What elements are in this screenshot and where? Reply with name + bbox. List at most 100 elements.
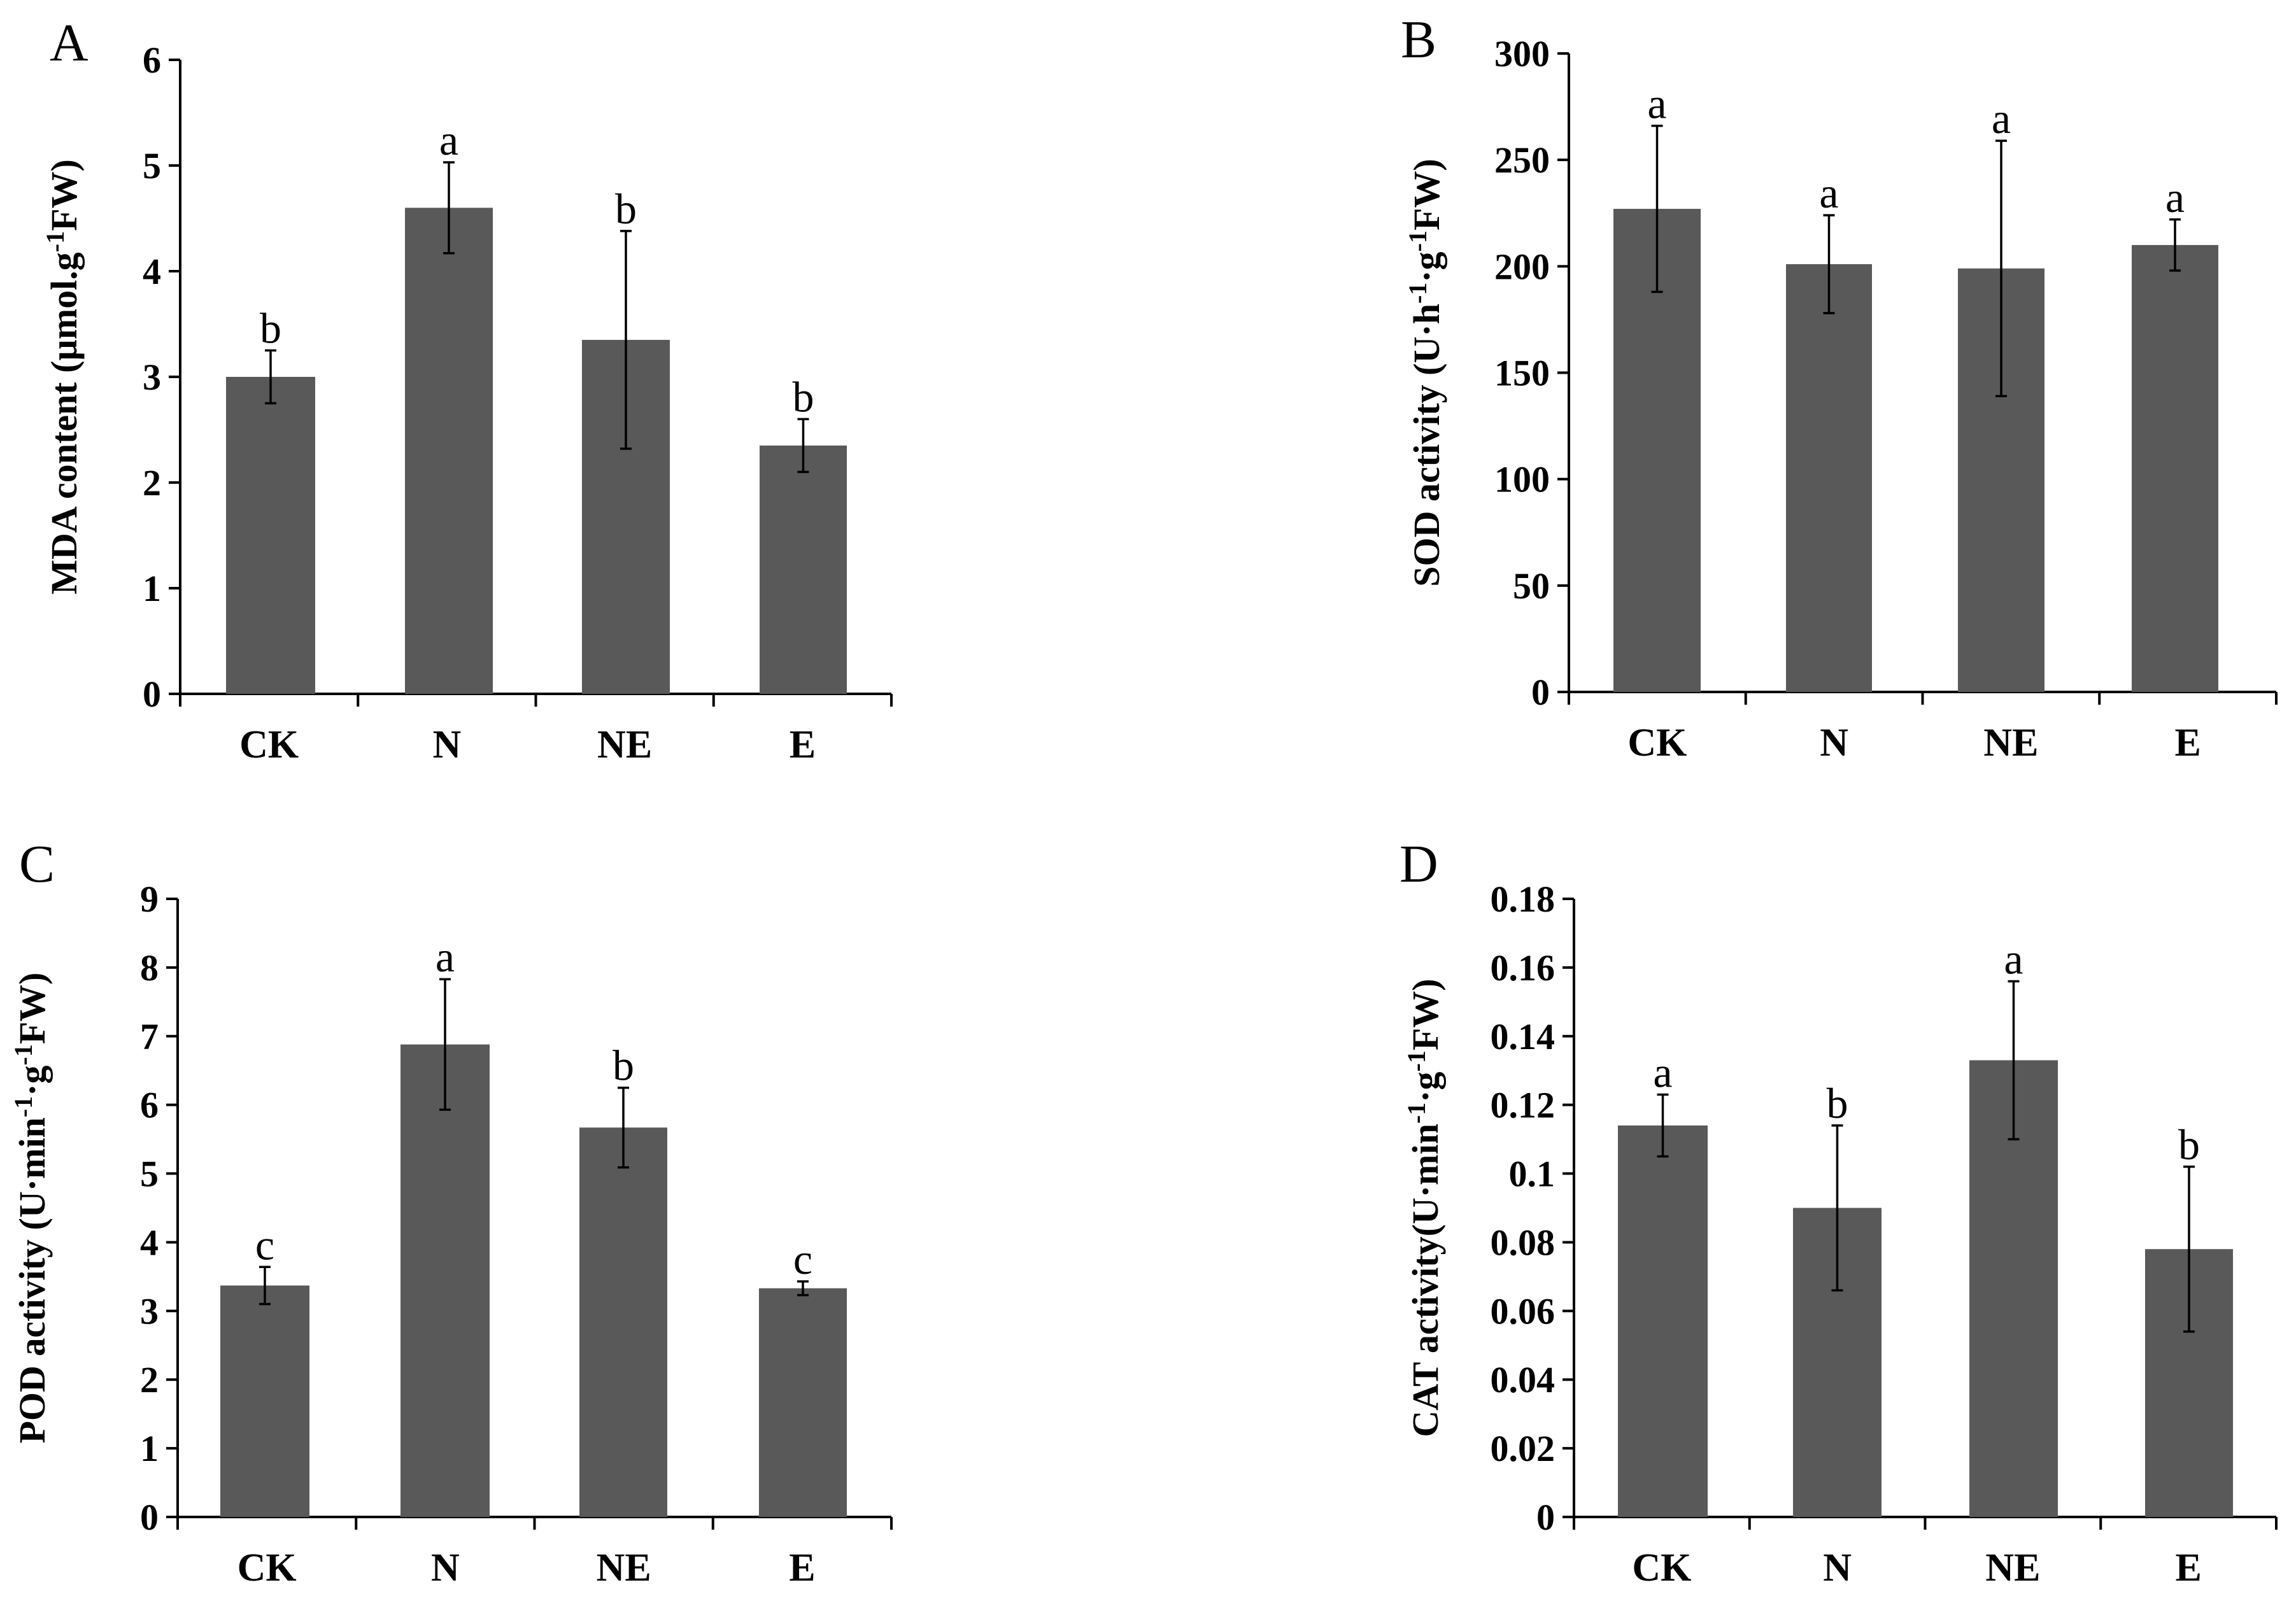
category-label: NE xyxy=(597,723,652,766)
y-tick-label: 9 xyxy=(140,878,159,920)
panel-label: C xyxy=(19,835,55,894)
category-label: N xyxy=(431,1546,460,1590)
y-tick-label: 0.18 xyxy=(1491,878,1555,920)
y-tick-label: 0.08 xyxy=(1491,1222,1555,1263)
category-label: CK xyxy=(237,1546,297,1590)
y-tick-label: 0.1 xyxy=(1509,1153,1555,1195)
y-tick-label: 0.12 xyxy=(1491,1085,1555,1126)
significance-letter: b xyxy=(615,185,637,233)
panel-c: C 0 1 2 3 4 5 6 7 8 9 c CK a Nb NE c E POD activity (U·min… xyxy=(9,835,893,1590)
y-tick-label: 2 xyxy=(143,462,161,504)
category-label: N xyxy=(432,723,461,766)
y-tick-label: 150 xyxy=(1494,353,1550,394)
y-tick-label: 1 xyxy=(140,1428,159,1469)
significance-letter: a xyxy=(1647,80,1666,128)
significance-letter: b xyxy=(2178,1120,2200,1169)
significance-letter: a xyxy=(439,116,458,164)
y-axis-label-part: FW) xyxy=(11,972,53,1044)
y-axis-label: SOD activity (U·h-1·g-1FW) xyxy=(1403,159,1447,586)
panel-label: A xyxy=(50,13,89,73)
significance-letter: a xyxy=(1819,169,1838,217)
significance-letter: a xyxy=(2165,173,2185,222)
y-tick-label: 0 xyxy=(140,1497,159,1538)
y-tick-label: 0 xyxy=(1536,1497,1555,1538)
y-tick-label: 200 xyxy=(1494,246,1550,287)
y-tick-label: 5 xyxy=(140,1153,159,1195)
category-label: E xyxy=(2174,721,2200,765)
y-tick-label: 0.02 xyxy=(1491,1428,1555,1469)
y-tick-label: 0.06 xyxy=(1491,1290,1555,1332)
y-axis-label-part: -1 xyxy=(41,231,69,252)
y-tick-label: 5 xyxy=(143,145,161,187)
bar-n xyxy=(1786,264,1872,692)
y-axis-label-part: FW) xyxy=(1405,978,1446,1050)
y-axis-label-part: -1 xyxy=(1403,283,1432,304)
y-axis-label-part: POD activity (U·min xyxy=(11,1117,53,1443)
category-label: CK xyxy=(1632,1546,1691,1590)
y-axis-label: CAT activity(U·min-1·g-1FW) xyxy=(1402,978,1446,1437)
y-axis-label-part: -1 xyxy=(9,1044,38,1065)
significance-letter: a xyxy=(2004,934,2023,983)
bar-ck xyxy=(220,1285,309,1517)
y-tick-label: 6 xyxy=(143,39,161,81)
y-tick-label: 0.16 xyxy=(1491,947,1555,989)
category-label: NE xyxy=(1985,1546,2040,1590)
y-axis-label-part: ·g xyxy=(11,1066,53,1096)
y-axis-label-part: SOD activity (U·h xyxy=(1406,304,1447,587)
y-tick-label: 4 xyxy=(140,1222,159,1263)
panel-b: B 0 50 100 150 200 250 300 a CK a Na NE a E SOD activit… xyxy=(1401,10,2278,765)
y-tick-label: 100 xyxy=(1494,459,1550,500)
bar-e xyxy=(2132,244,2218,692)
bar-n xyxy=(400,1044,490,1517)
category-label: CK xyxy=(1627,721,1687,765)
significance-letter: a xyxy=(1992,94,2011,143)
y-tick-label: 4 xyxy=(143,251,161,292)
significance-letter: c xyxy=(255,1220,274,1269)
panel-a: A 0 1 2 3 4 5 6 b CK a Nb NE b E MDA content (µmol.g-1F… xyxy=(41,13,893,766)
y-tick-label: 50 xyxy=(1513,565,1550,607)
y-axis-label: POD activity (U·min-1·g-1FW) xyxy=(9,972,53,1443)
y-tick-label: 3 xyxy=(143,356,161,398)
significance-letter: a xyxy=(1653,1048,1672,1096)
y-axis-label-part: FW) xyxy=(43,159,85,231)
y-axis-label-part: ·g xyxy=(1405,1071,1446,1102)
y-tick-label: 8 xyxy=(140,947,159,989)
y-axis-label-part: MDA content (µmol.g xyxy=(43,252,85,595)
y-tick-label: 6 xyxy=(140,1085,159,1126)
y-axis-label-part: ·g xyxy=(1406,251,1447,282)
y-axis-label-part: -1 xyxy=(1403,230,1432,251)
bar-n xyxy=(405,208,493,694)
panel-label: B xyxy=(1401,10,1436,69)
y-tick-label: 2 xyxy=(140,1359,159,1400)
y-axis-label-part: FW) xyxy=(1406,159,1447,230)
y-tick-label: 7 xyxy=(140,1016,159,1057)
bar-e xyxy=(760,445,847,694)
bar-ck xyxy=(1618,1125,1708,1517)
bar-ne xyxy=(579,1127,667,1517)
y-tick-label: 0.14 xyxy=(1491,1016,1555,1057)
y-tick-label: 0 xyxy=(1531,672,1550,713)
category-label: E xyxy=(2175,1546,2201,1590)
significance-letter: c xyxy=(793,1235,812,1283)
bar-e xyxy=(759,1288,847,1517)
category-label: CK xyxy=(239,723,299,766)
significance-letter: b xyxy=(1827,1079,1848,1127)
y-tick-label: 0 xyxy=(143,673,161,715)
category-label: NE xyxy=(1983,721,2038,765)
panel-d: D 0 0.02 0.04 0.06 0.08 0.1 0.12 0.14 0.16 0.18 a CK… xyxy=(1400,835,2278,1590)
significance-letter: b xyxy=(613,1041,634,1090)
significance-letter: a xyxy=(436,933,455,981)
y-axis-label-part: -1 xyxy=(1402,1103,1431,1124)
y-tick-label: 0.04 xyxy=(1491,1359,1555,1400)
y-tick-label: 1 xyxy=(143,568,161,609)
category-label: E xyxy=(790,723,816,766)
y-tick-label: 300 xyxy=(1494,33,1550,74)
y-axis-label-part: CAT activity(U·min xyxy=(1405,1124,1446,1437)
y-axis-label: MDA content (µmol.g-1FW) xyxy=(41,159,85,595)
bar-ck xyxy=(226,377,315,694)
significance-letter: b xyxy=(260,304,281,353)
category-label: NE xyxy=(597,1546,651,1590)
significance-letter: b xyxy=(793,372,814,421)
category-label: E xyxy=(789,1546,815,1590)
